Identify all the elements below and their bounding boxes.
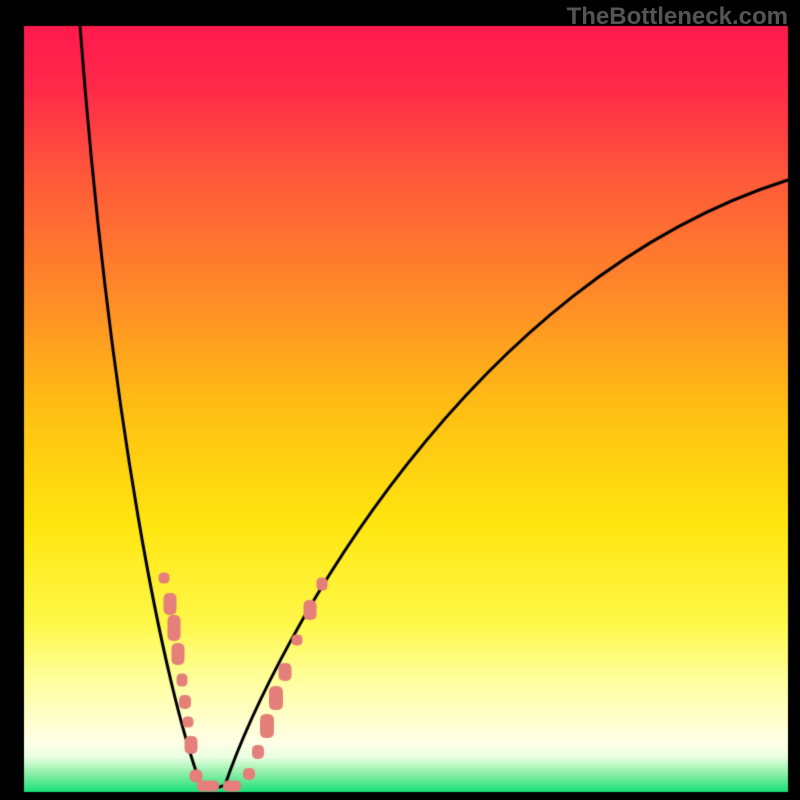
chart-container: TheBottleneck.com xyxy=(0,0,800,800)
bottleneck-chart-canvas xyxy=(0,0,800,800)
watermark-text: TheBottleneck.com xyxy=(567,3,788,31)
